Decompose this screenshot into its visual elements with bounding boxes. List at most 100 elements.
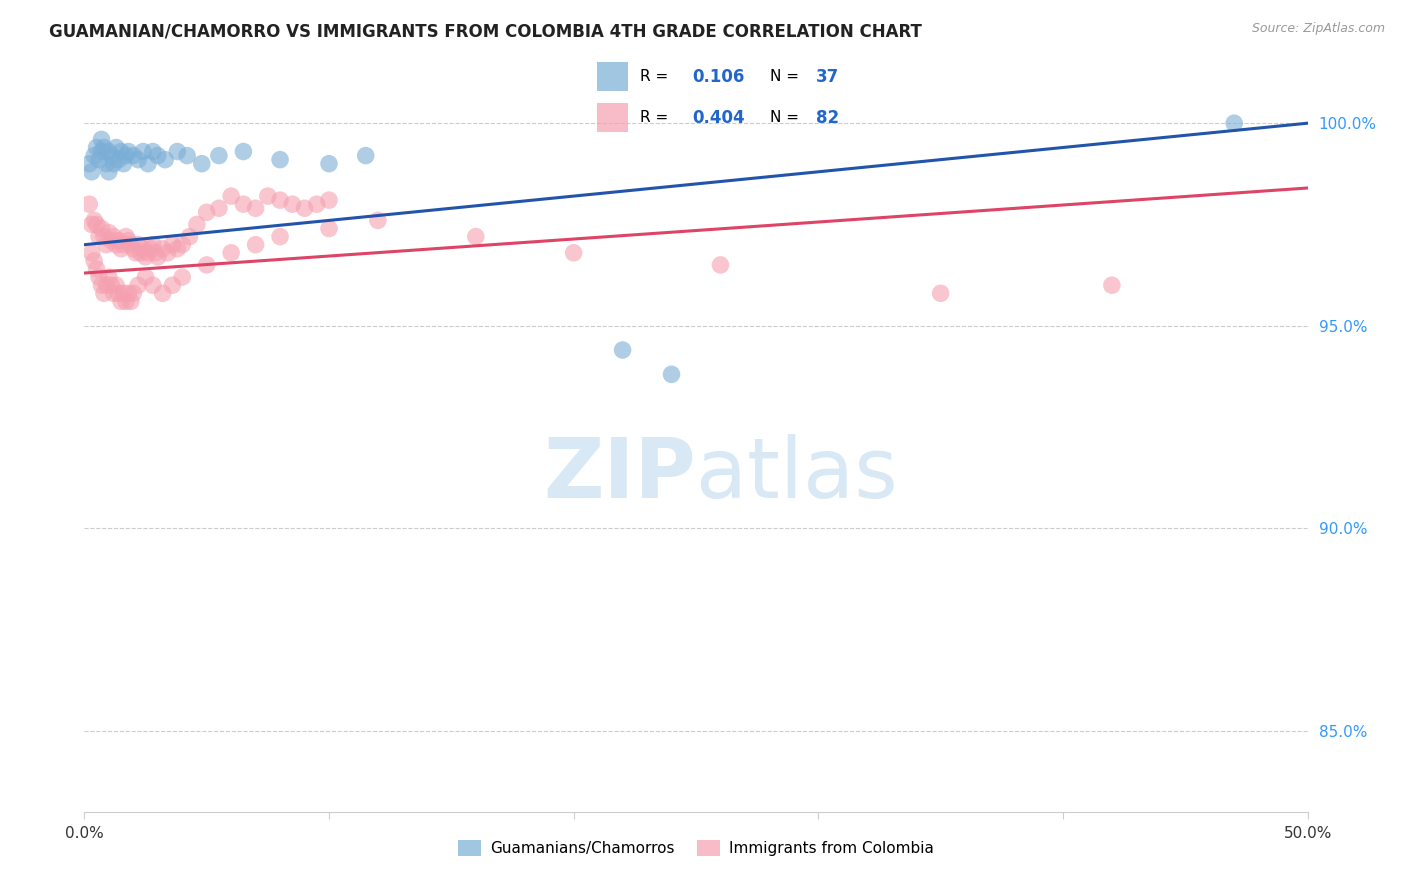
Text: N =: N =: [770, 70, 804, 84]
Point: [172, 237, 194, 252]
Point: [354, 148, 377, 162]
Point: [122, 148, 145, 162]
Point: [87, 270, 110, 285]
Point: [143, 245, 166, 260]
Point: [96, 278, 118, 293]
Point: [125, 245, 148, 260]
Point: [195, 205, 218, 219]
Point: [97, 165, 120, 179]
Point: [156, 245, 179, 260]
Point: [219, 245, 242, 260]
Point: [305, 197, 328, 211]
Point: [100, 278, 122, 293]
Point: [127, 237, 149, 252]
Point: [107, 153, 129, 167]
Point: [1223, 116, 1246, 130]
Point: [112, 157, 135, 171]
Point: [90, 145, 112, 159]
Text: GUAMANIAN/CHAMORRO VS IMMIGRANTS FROM COLOMBIA 4TH GRADE CORRELATION CHART: GUAMANIAN/CHAMORRO VS IMMIGRANTS FROM CO…: [49, 22, 922, 40]
Text: N =: N =: [770, 111, 804, 125]
Point: [110, 145, 132, 159]
Point: [103, 157, 125, 171]
Point: [318, 157, 340, 171]
Point: [152, 242, 174, 256]
Point: [115, 294, 138, 309]
Point: [269, 229, 291, 244]
Point: [162, 278, 184, 293]
Point: [93, 286, 115, 301]
Point: [90, 132, 112, 146]
Text: 37: 37: [817, 68, 839, 86]
Point: [318, 221, 340, 235]
Bar: [596, 103, 627, 132]
Point: [86, 140, 108, 154]
Point: [146, 148, 169, 162]
Point: [100, 234, 122, 248]
Point: [232, 197, 254, 211]
Point: [83, 213, 105, 227]
Point: [269, 153, 291, 167]
Point: [83, 148, 105, 162]
Point: [142, 145, 165, 159]
Legend: Guamanians/Chamorros, Immigrants from Colombia: Guamanians/Chamorros, Immigrants from Co…: [450, 833, 942, 864]
Point: [115, 148, 138, 162]
Point: [136, 245, 159, 260]
Point: [142, 237, 165, 252]
Point: [112, 237, 135, 252]
Point: [232, 145, 254, 159]
Bar: [596, 62, 627, 91]
Point: [132, 242, 155, 256]
Point: [269, 193, 291, 207]
Point: [100, 148, 122, 162]
Point: [132, 145, 155, 159]
Point: [661, 368, 683, 382]
Point: [97, 145, 120, 159]
Text: atlas: atlas: [696, 434, 897, 515]
Point: [107, 286, 129, 301]
Point: [153, 153, 176, 167]
Point: [152, 286, 174, 301]
Point: [208, 201, 231, 215]
Point: [612, 343, 634, 357]
Point: [86, 262, 108, 277]
Point: [87, 153, 110, 167]
Point: [172, 270, 194, 285]
Point: [107, 234, 129, 248]
Point: [208, 148, 231, 162]
Point: [166, 145, 188, 159]
Point: [139, 242, 162, 256]
Point: [105, 237, 128, 252]
Point: [90, 278, 112, 293]
Point: [117, 234, 139, 248]
Point: [96, 157, 118, 171]
Text: R =: R =: [640, 70, 673, 84]
Point: [83, 253, 105, 268]
Point: [142, 278, 165, 293]
Point: [80, 165, 103, 179]
Point: [110, 294, 132, 309]
Point: [166, 242, 188, 256]
Point: [318, 193, 340, 207]
Point: [122, 242, 145, 256]
Text: 82: 82: [817, 109, 839, 127]
Point: [162, 237, 184, 252]
Point: [90, 221, 112, 235]
Point: [135, 250, 157, 264]
Text: ZIP: ZIP: [544, 434, 696, 515]
Point: [709, 258, 731, 272]
Point: [186, 218, 208, 232]
Point: [93, 140, 115, 154]
Point: [294, 201, 316, 215]
Point: [245, 201, 267, 215]
Point: [97, 270, 120, 285]
Point: [135, 270, 157, 285]
Point: [87, 229, 110, 244]
Point: [110, 242, 132, 256]
Point: [112, 286, 135, 301]
Point: [367, 213, 389, 227]
Text: 0.106: 0.106: [693, 68, 745, 86]
Point: [929, 286, 952, 301]
Point: [191, 157, 214, 171]
Point: [105, 278, 128, 293]
Point: [115, 229, 138, 244]
